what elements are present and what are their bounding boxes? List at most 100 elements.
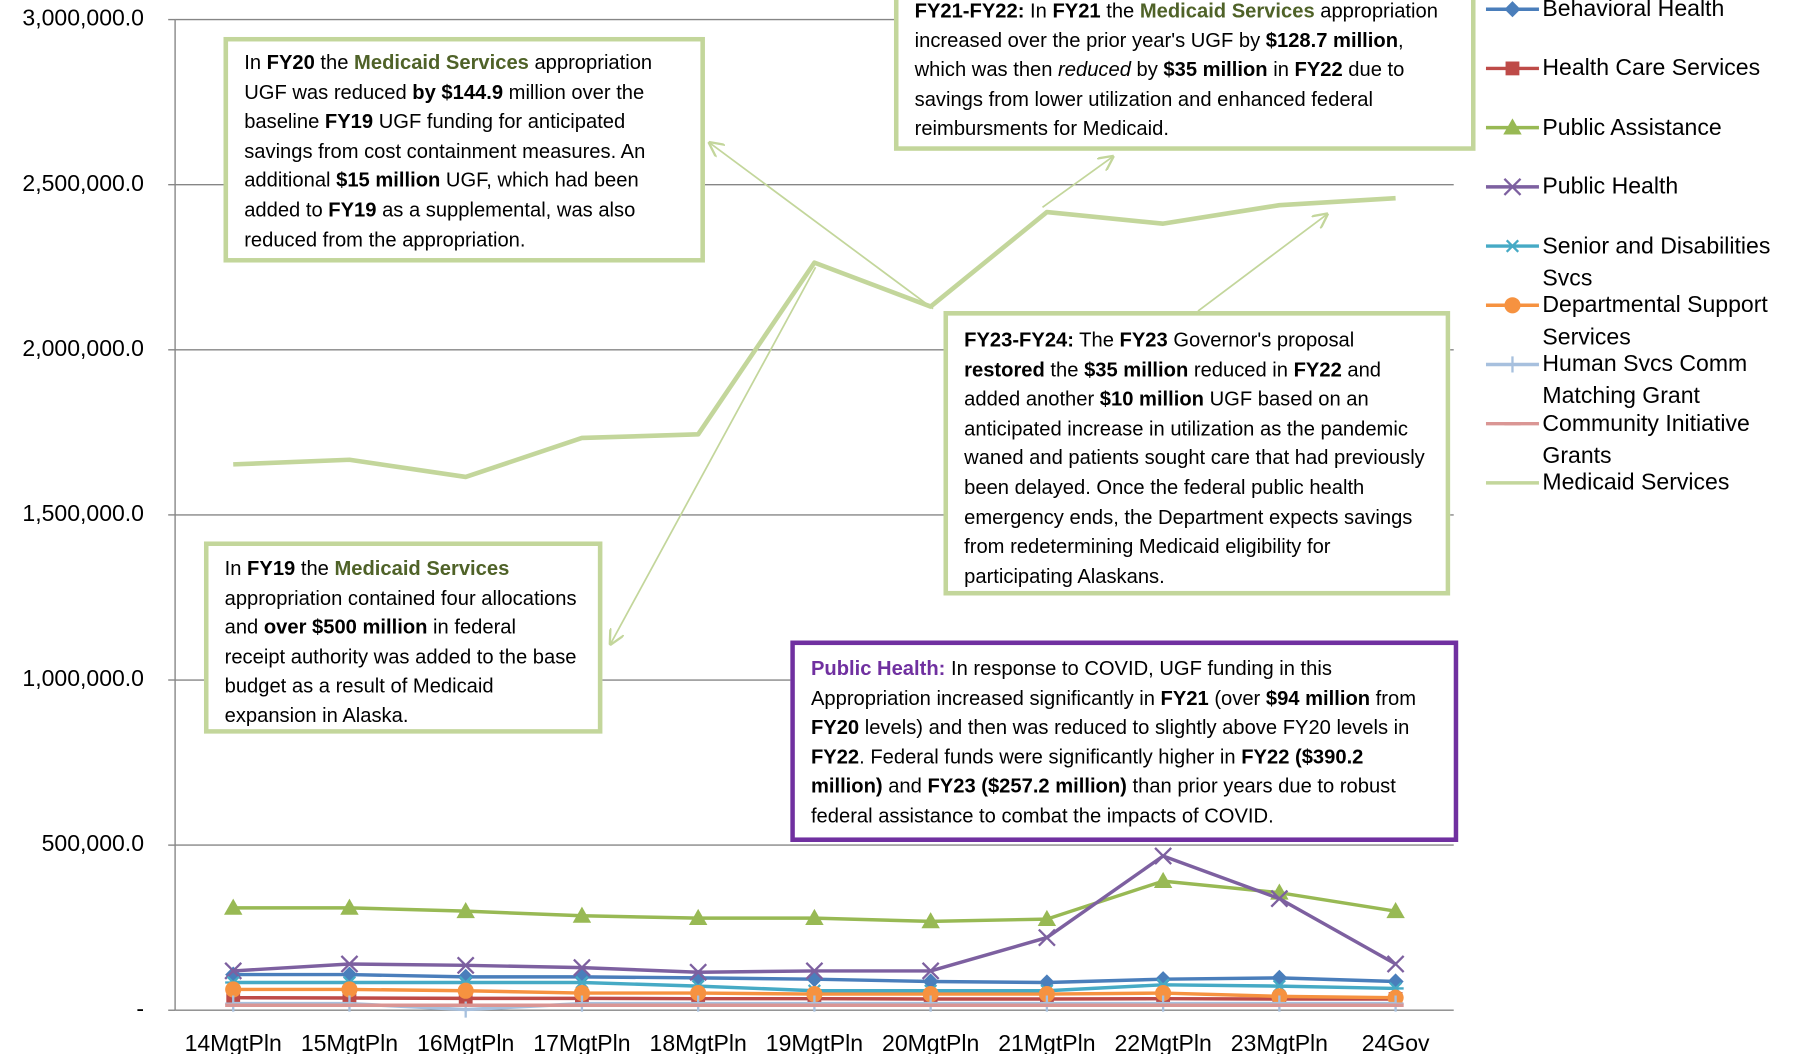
legend-entry: Medicaid Services	[1542, 470, 1729, 495]
annotation-run: In	[224, 556, 248, 580]
annotation-run: than prior years due to robust federal a…	[810, 774, 1396, 828]
data-point	[572, 906, 592, 923]
annotation-run: FY23	[1119, 328, 1168, 352]
annotation-text: In FY20 the Medicaid Services appropriat…	[223, 36, 705, 263]
annotation-run: the	[295, 556, 335, 580]
y-tick-label: 2,000,000.0	[22, 335, 144, 361]
annotation-run: FY19	[328, 198, 377, 222]
annotation-text: FY23-FY24: The FY23 Governor's proposal …	[943, 311, 1451, 596]
annotation-run: $94 million	[1265, 686, 1371, 710]
data-point	[689, 963, 708, 982]
data-point	[573, 984, 590, 1002]
data-point	[921, 912, 940, 929]
legend-entry: Public Assistance	[1542, 114, 1722, 141]
data-point	[224, 962, 243, 980]
annotation-run: UGF based on an anticipated increase in …	[964, 387, 1425, 588]
annotation: In FY20 the Medicaid Services appropriat…	[223, 36, 705, 263]
annotation-run: FY19	[324, 109, 374, 133]
data-point	[806, 985, 823, 1003]
arrows	[611, 143, 1327, 644]
annotation-run: FY22	[1241, 745, 1290, 769]
x-tick-label: 21MgtPln	[998, 1030, 1095, 1054]
data-point	[225, 981, 242, 998]
legend-marker	[1503, 177, 1522, 196]
annotation-run: FY19	[247, 556, 296, 580]
legend-marker	[1505, 61, 1520, 76]
annotation: FY21-FY22: In FY21 the Medicaid Services…	[893, 0, 1476, 151]
annotation-run: FY22	[810, 745, 860, 769]
legend-marker	[1504, 1, 1521, 18]
annotation-run: from	[1370, 686, 1417, 710]
annotation-run: appropriation UGF was reduced	[244, 50, 653, 104]
legend-entry: Senior and Disabilities Svcs	[1542, 233, 1771, 291]
data-point	[456, 901, 475, 919]
data-point	[341, 981, 358, 998]
annotation-run: FY20	[266, 50, 315, 74]
data-point	[922, 985, 939, 1003]
y-tick-label: 3,000,000.0	[22, 5, 144, 31]
y-tick-label: 500,000.0	[42, 830, 144, 856]
data-point	[1271, 969, 1288, 986]
annotation-run: restored	[964, 357, 1045, 381]
annotation-run: appropriation increased over the prior y…	[914, 0, 1438, 52]
legend-label: Public Health	[1542, 174, 1679, 200]
annotation-run: appropriation contained four allocations…	[224, 585, 577, 639]
annotation-run: due to savings from lower utilization an…	[914, 57, 1405, 140]
annotation-run: and added another	[964, 357, 1382, 411]
data-point	[340, 898, 359, 915]
legend-marker	[1504, 239, 1521, 253]
annotation-run: FY23 ($257.2 million)	[927, 774, 1127, 798]
y-tick-label: 1,500,000.0	[22, 500, 144, 526]
annotation-run: FY21	[1052, 0, 1101, 22]
annotation-run: in	[1267, 57, 1295, 81]
x-tick-label: 17MgtPln	[533, 1030, 630, 1054]
annotation-run: In	[1024, 0, 1053, 22]
data-point	[690, 984, 707, 1002]
annotation-run: reduced	[1058, 57, 1131, 81]
data-point	[573, 958, 591, 977]
annotation-run: In	[244, 50, 267, 74]
annotation-run: million over the baseline	[244, 80, 645, 133]
data-point	[1153, 871, 1173, 889]
x-tick-label: 22MgtPln	[1115, 1030, 1212, 1054]
legend-label: Behavioral Health	[1542, 0, 1725, 22]
annotation-run: UGF funding for anticipated savings from…	[244, 109, 646, 192]
data-point	[921, 962, 940, 980]
legend-entry: Public Health	[1542, 174, 1679, 200]
data-point	[1038, 985, 1055, 1003]
x-tick-label: 19MgtPln	[766, 1030, 863, 1054]
data-point	[1037, 909, 1057, 926]
annotation-run: Governor's proposal	[1167, 328, 1355, 352]
legend-label: Departmental Support Services	[1542, 292, 1768, 351]
data-point	[1154, 847, 1173, 865]
data-point	[456, 956, 475, 975]
x-tick-label: 18MgtPln	[650, 1030, 747, 1054]
annotation-run: the	[1100, 0, 1140, 22]
annotation-run: by $144.9	[412, 80, 504, 104]
annotation-run: . Federal funds were significantly highe…	[859, 745, 1242, 769]
annotation-run: FY22	[1293, 357, 1342, 381]
data-point	[1155, 984, 1172, 1002]
data-point	[340, 955, 359, 973]
arrow	[611, 266, 817, 644]
annotation-run: levels) and then was reduced to slightly…	[859, 715, 1410, 739]
legend-marker	[1504, 356, 1521, 373]
annotation-run: The	[1073, 328, 1120, 352]
annotation-run: ($390.2 million)	[810, 745, 1364, 798]
annotation-run: FY21-FY22:	[914, 0, 1025, 22]
y-tick-label: 2,500,000.0	[22, 170, 144, 196]
annotation-run: the	[314, 50, 355, 74]
legend-label: Senior and Disabilities Svcs	[1542, 233, 1771, 291]
data-point	[806, 971, 823, 988]
annotation-run: UGF, which had been added to	[244, 168, 639, 222]
annotation-run: reduced in	[1188, 357, 1294, 381]
x-tick-label: 24Gov	[1362, 1030, 1430, 1054]
legend-marker	[1503, 118, 1522, 135]
annotation-run: FY21	[1160, 686, 1209, 710]
annotation: FY23-FY24: The FY23 Governor's proposal …	[943, 311, 1451, 596]
data-point	[1386, 901, 1405, 919]
annotation-run: $10 million	[1099, 387, 1204, 411]
annotation-run: Medicaid Services	[1139, 0, 1315, 22]
legend-label: Public Assistance	[1542, 114, 1722, 141]
